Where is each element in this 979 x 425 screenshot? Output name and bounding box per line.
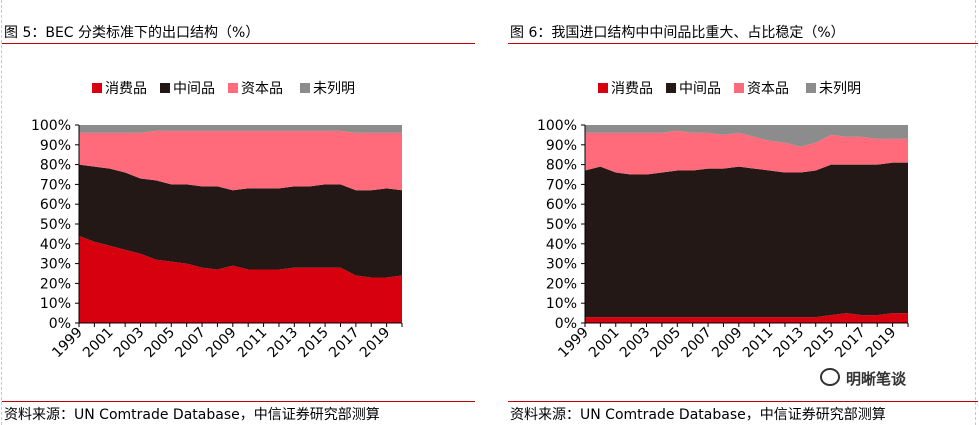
panel-divider-left	[1, 0, 2, 425]
x-tick-label: 2001	[80, 325, 117, 362]
chart-6-source-rule	[508, 401, 978, 402]
y-tick-label: 90%	[40, 138, 71, 154]
y-tick-label: 60%	[546, 197, 577, 213]
x-tick-label: 2003	[617, 325, 654, 362]
chart-6-source: 资料来源：UN Comtrade Database，中信证券研究部测算	[510, 407, 886, 423]
y-tick-label: 40%	[40, 237, 71, 253]
legend-label-capital: 资本品	[747, 81, 789, 97]
legend-label-unknown: 未列明	[819, 81, 861, 97]
watermark-text: 明晰笔谈	[846, 370, 907, 388]
x-tick-label: 2007	[678, 325, 715, 362]
area-intermediate	[79, 164, 402, 278]
legend-item-intermediate: 中间品	[666, 81, 721, 97]
y-tick-label: 30%	[40, 257, 71, 273]
y-tick-label: 20%	[40, 276, 71, 292]
legend-swatch-unknown	[300, 83, 310, 93]
x-tick-label: 2011	[234, 325, 271, 362]
x-tick-label: 2017	[326, 325, 363, 362]
y-tick-label: 80%	[40, 158, 71, 174]
chart-5-title: 图 5：BEC 分类标准下的出口结构（%）	[4, 25, 260, 41]
legend-item-consumer: 消费品	[598, 81, 653, 97]
x-tick-label: 2001	[586, 325, 623, 362]
y-tick-label: 30%	[546, 257, 577, 273]
legend-item-capital: 资本品	[734, 81, 789, 97]
legend-label-intermediate: 中间品	[173, 81, 215, 97]
y-tick-label: 50%	[40, 217, 71, 233]
y-tick-label: 90%	[546, 138, 577, 154]
area-unknown	[79, 125, 402, 133]
area-capital	[79, 130, 402, 191]
y-tick-label: 80%	[546, 158, 577, 174]
legend-swatch-intermediate	[666, 83, 676, 93]
x-tick-label: 2015	[801, 325, 838, 362]
legend-label-consumer: 消费品	[105, 81, 147, 97]
x-tick-label: 2005	[142, 325, 179, 362]
panel-divider-right	[975, 0, 976, 425]
chart-6-title-rule	[508, 43, 978, 44]
chart-6-title: 图 6：我国进口结构中中间品比重大、占比稳定（%）	[510, 25, 845, 41]
x-tick-label: 2005	[648, 325, 685, 362]
chart-5-export-structure: 消费品 中间品 资本品 未列明 0% 10% 20% 30% 40% 50% 60% 70% 80% 90…	[31, 81, 403, 362]
area-consumer	[585, 313, 908, 323]
legend-swatch-intermediate	[160, 83, 170, 93]
chart-5-source-rule	[2, 401, 475, 402]
wechat-icon	[820, 368, 840, 386]
area-unknown	[585, 125, 908, 147]
y-tick-label: 10%	[40, 296, 71, 312]
x-tick-label: 2017	[832, 325, 869, 362]
legend-swatch-unknown	[806, 83, 816, 93]
y-tick-label: 40%	[546, 237, 577, 253]
y-tick-label: 70%	[546, 177, 577, 193]
x-tick-label: 2019	[357, 325, 394, 362]
legend-swatch-capital	[228, 83, 238, 93]
legend-label-capital: 资本品	[241, 81, 283, 97]
x-tick-label: 2015	[295, 325, 332, 362]
x-tick-label: 2009	[203, 325, 240, 362]
chart-6-import-structure: 消费品 中间品 资本品 未列明 0% 10% 20% 30% 40% 50% 60% 70% 80% 90…	[537, 81, 909, 362]
legend-item-capital: 资本品	[228, 81, 283, 97]
x-tick-label: 2007	[172, 325, 209, 362]
y-tick-label: 100%	[31, 118, 71, 134]
x-tick-label: 2019	[863, 325, 900, 362]
area-consumer	[79, 235, 402, 323]
legend-item-consumer: 消费品	[92, 81, 147, 97]
legend-item-unknown: 未列明	[806, 81, 861, 97]
y-tick-label: 70%	[40, 177, 71, 193]
area-intermediate	[585, 162, 908, 318]
area-capital	[585, 130, 908, 175]
chart-5-title-rule	[2, 43, 475, 44]
x-tick-label: 2013	[771, 325, 808, 362]
legend-swatch-consumer	[598, 83, 608, 93]
x-tick-label: 2009	[709, 325, 746, 362]
watermark: 明晰笔谈	[820, 368, 906, 389]
chart-5-source: 资料来源：UN Comtrade Database，中信证券研究部测算	[4, 407, 380, 423]
y-tick-label: 10%	[546, 296, 577, 312]
x-tick-label: 2013	[265, 325, 302, 362]
legend-label-intermediate: 中间品	[679, 81, 721, 97]
y-tick-label: 60%	[40, 197, 71, 213]
legend-item-intermediate: 中间品	[160, 81, 215, 97]
y-tick-label: 20%	[546, 276, 577, 292]
legend-item-unknown: 未列明	[300, 81, 355, 97]
y-tick-label: 100%	[537, 118, 577, 134]
y-tick-label: 0%	[49, 316, 71, 332]
legend-swatch-capital	[734, 83, 744, 93]
legend-label-consumer: 消费品	[611, 81, 653, 97]
x-tick-label: 2003	[111, 325, 148, 362]
y-tick-label: 0%	[555, 316, 577, 332]
legend-label-unknown: 未列明	[313, 81, 355, 97]
x-tick-label: 2011	[740, 325, 777, 362]
y-tick-label: 50%	[546, 217, 577, 233]
legend-swatch-consumer	[92, 83, 102, 93]
